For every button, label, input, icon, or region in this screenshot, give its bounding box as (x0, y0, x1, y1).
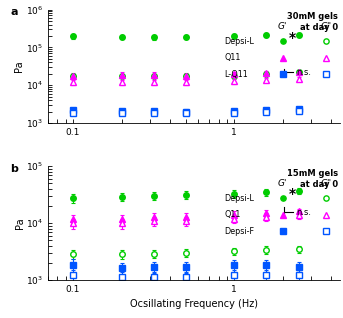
Text: *: * (289, 31, 296, 45)
Text: *: * (289, 187, 296, 201)
Text: n.s.: n.s. (296, 68, 311, 77)
Text: G': G' (278, 179, 287, 188)
Text: b: b (10, 164, 18, 174)
X-axis label: Ocsillating Frequency (Hz): Ocsillating Frequency (Hz) (130, 299, 258, 309)
Text: Depsi-F: Depsi-F (224, 226, 255, 236)
Text: 15mM gels
at day 0: 15mM gels at day 0 (287, 169, 338, 189)
Y-axis label: Pa: Pa (15, 217, 25, 229)
Text: G": G" (321, 22, 332, 31)
Text: a: a (10, 7, 17, 17)
Text: Q11: Q11 (224, 53, 241, 62)
Text: G": G" (321, 179, 332, 188)
Text: Q11: Q11 (224, 210, 241, 219)
Text: L-Q11: L-Q11 (224, 70, 248, 79)
Text: 30mM gels
at day 0: 30mM gels at day 0 (287, 12, 338, 32)
Text: G': G' (278, 22, 287, 31)
Text: Depsi-L: Depsi-L (224, 37, 254, 46)
Text: n.s.: n.s. (296, 208, 311, 217)
Y-axis label: Pa: Pa (14, 60, 24, 72)
Text: Depsi-L: Depsi-L (224, 194, 254, 203)
